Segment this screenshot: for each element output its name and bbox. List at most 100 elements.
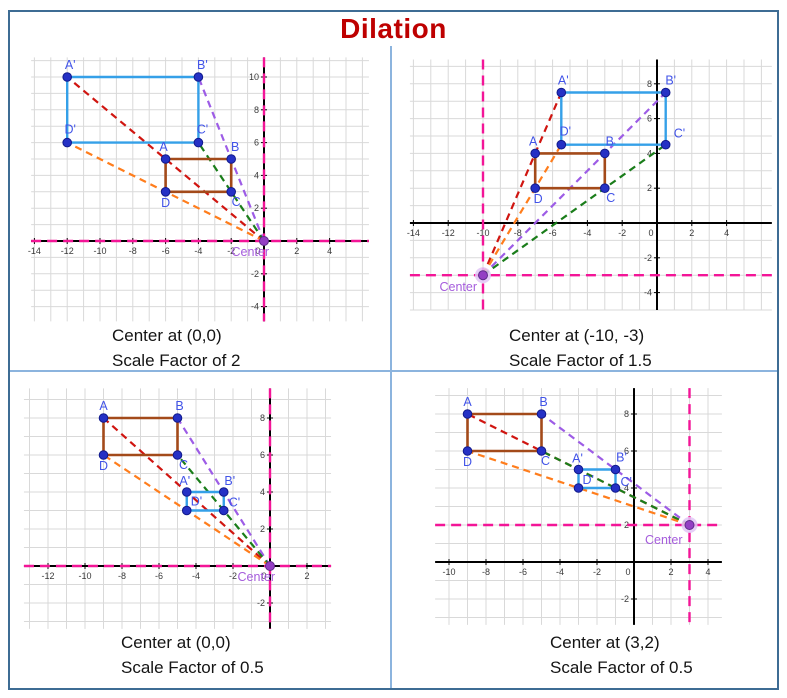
x-tick-label: -6	[162, 246, 170, 256]
point-C	[226, 187, 236, 197]
x-tick-label: -6	[155, 571, 163, 581]
x-tick-label: -6	[549, 228, 557, 238]
caption-scale-line: Scale Factor of 0.5	[121, 658, 264, 677]
y-tick-label: 4	[260, 487, 265, 497]
point-label-A: A	[99, 399, 108, 413]
y-tick-label: 2	[647, 183, 652, 193]
graph-top-left: -14 -12 -10 -8 -6 -4 -2 0 2 4 -4 -2 2 4 6 8 10 A B C D A' B' C'…	[28, 57, 369, 322]
point-B	[172, 413, 183, 423]
x-tick-label: -10	[476, 228, 489, 238]
caption-top-right: Center at (-10, -3) Scale Factor of 1.5	[509, 323, 652, 373]
y-tick-label: -4	[644, 288, 652, 298]
point-label-A: A	[529, 134, 538, 148]
x-tick-label: -2	[593, 567, 601, 577]
page-title: Dilation	[340, 13, 447, 44]
center-label: Center	[439, 280, 477, 294]
page-border	[8, 10, 779, 690]
x-tick-label: -12	[442, 228, 455, 238]
x-tick-label: 4	[327, 246, 332, 256]
y-tick-label: 8	[254, 105, 259, 115]
x-tick-label: 0	[255, 246, 260, 256]
graph-top-right: -14 -12 -10 -8 -6 -4 -2 0 2 4 -4 -2 2 4 6 8 A B C D A' B' C' D'…	[407, 59, 772, 311]
x-tick-label: -2	[229, 571, 237, 581]
y-tick-label: 2	[624, 520, 629, 530]
center-point	[265, 561, 275, 571]
point-C'	[610, 483, 621, 493]
point-label-B: B	[539, 395, 547, 409]
y-tick-label: 4	[647, 148, 652, 158]
point-label-C: C	[179, 458, 188, 472]
point-A	[98, 413, 109, 423]
point-label-A': A'	[558, 74, 569, 88]
caption-center-line: Center at (3,2)	[550, 633, 660, 652]
point-C'	[193, 137, 204, 148]
ray-D	[467, 449, 690, 527]
y-tick-label: -2	[257, 598, 265, 608]
point-label-D: D	[161, 196, 170, 210]
center-point	[684, 520, 695, 530]
point-label-D: D	[463, 455, 472, 469]
point-B	[226, 154, 236, 164]
x-tick-label: 0	[648, 228, 653, 238]
point-label-A': A'	[179, 474, 190, 488]
center-label: Center	[231, 245, 269, 259]
graph-bottom-right: -10 -8 -6 -4 -2 0 2 4 -2 2 4 6 8 A B C D A' B' C' D' Center	[435, 388, 722, 625]
caption-scale-line: Scale Factor of 1.5	[509, 351, 652, 370]
axis-ticks: -14 -12 -10 -8 -6 -4 -2 0 2 4 -4 -2 2 4 6 8 10	[28, 72, 332, 312]
point-label-C': C'	[197, 123, 208, 137]
grid	[23, 388, 332, 629]
caption-scale-line: Scale Factor of 0.5	[550, 658, 693, 677]
x-tick-label: 2	[689, 228, 694, 238]
y-tick-label: 6	[624, 446, 629, 456]
point-C'	[218, 505, 229, 516]
y-tick-label: 10	[249, 72, 259, 82]
x-tick-label: 4	[705, 567, 710, 577]
point-A	[530, 148, 540, 159]
x-tick-label: 2	[668, 567, 673, 577]
point-D'	[62, 137, 73, 148]
caption-bottom-left: Center at (0,0) Scale Factor of 0.5	[121, 630, 264, 680]
point-label-B: B	[606, 134, 614, 148]
point-A	[160, 154, 171, 164]
caption-center-line: Center at (0,0)	[112, 326, 222, 345]
y-tick-label: -2	[251, 269, 259, 279]
point-label-B': B'	[665, 74, 676, 88]
point-label-B': B'	[197, 58, 208, 72]
point-A'	[181, 487, 192, 497]
x-tick-label: -8	[129, 246, 137, 256]
point-B'	[193, 72, 204, 82]
x-tick-label: -14	[28, 246, 41, 256]
x-tick-label: -4	[192, 571, 200, 581]
point-B'	[610, 464, 621, 475]
point-D'	[181, 505, 192, 516]
x-tick-label: -2	[618, 228, 626, 238]
y-tick-label: 4	[254, 170, 259, 180]
caption-top-left: Center at (0,0) Scale Factor of 2	[112, 323, 241, 373]
x-tick-label: 0	[625, 567, 630, 577]
point-B'	[660, 87, 671, 98]
y-tick-label: -2	[621, 594, 629, 604]
point-C	[172, 450, 183, 460]
point-label-A: A	[159, 140, 168, 154]
x-tick-label: -2	[227, 246, 235, 256]
point-B	[536, 409, 547, 419]
vertical-divider	[390, 46, 392, 688]
point-C'	[660, 139, 671, 150]
y-tick-label: 4	[624, 483, 629, 493]
y-tick-label: -4	[251, 302, 259, 312]
point-label-C: C	[541, 454, 550, 468]
horizontal-divider	[10, 370, 777, 372]
point-label-B: B	[231, 140, 239, 154]
center-point	[478, 270, 488, 281]
center-label: Center	[645, 533, 683, 547]
center-label: Center	[237, 570, 275, 584]
ray-B-prime	[482, 91, 667, 276]
point-label-D: D	[99, 459, 108, 473]
point-label-C': C'	[674, 127, 685, 141]
point-label-C': C'	[621, 475, 632, 489]
y-tick-label: 6	[254, 138, 259, 148]
x-tick-label: 2	[294, 246, 299, 256]
x-tick-label: -12	[41, 571, 54, 581]
x-tick-label: 0	[261, 571, 266, 581]
